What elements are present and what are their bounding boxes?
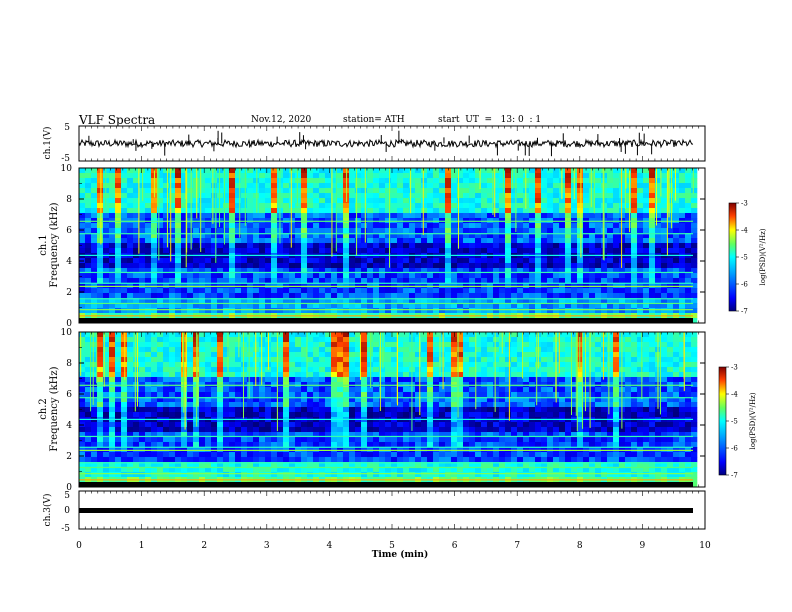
time-tick-label: 5	[389, 541, 395, 551]
colorbar-tick-label: -5	[731, 418, 738, 426]
ch1-ytick-5: 5	[64, 123, 70, 133]
ch1-spec-ylabel-line2: Frequency (kHz)	[49, 202, 60, 287]
ch1-colorbar-label: log(PSD)(V²/Hz)	[759, 228, 767, 285]
time-tick-label: 2	[201, 541, 207, 551]
spec-ytick-label: 4	[66, 421, 72, 431]
start-time-label: start UT = 13: 0 : 1	[438, 115, 542, 125]
ch3-ylabel: ch.3(V)	[42, 494, 53, 527]
ch3-ytick-0: 0	[64, 506, 70, 516]
time-tick-label: 6	[452, 541, 458, 551]
spec-ytick-label: 10	[61, 328, 73, 338]
time-tick-label: 3	[264, 541, 270, 551]
spec-ytick-label: 0	[66, 483, 72, 493]
spec-ytick-label: 2	[66, 452, 72, 462]
spec-ytick-label: 8	[66, 359, 72, 369]
time-tick-label: 1	[139, 541, 145, 551]
time-tick-label: 4	[327, 541, 333, 551]
ch1-ylabel: ch.1(V)	[42, 127, 53, 160]
station-label: station= ATH	[343, 115, 405, 125]
colorbar-tick-label: -4	[741, 227, 748, 235]
spec-ytick-label: 2	[66, 288, 72, 298]
ch1-yticks: 0 2 4 6 8 10	[61, 164, 705, 329]
time-tick-label: 9	[640, 541, 646, 551]
time-tick-label: 7	[514, 541, 520, 551]
colorbar-tick-label: -6	[731, 445, 738, 453]
ch2-yticks: 0 2 4 6 8 10	[61, 328, 705, 493]
ch1-ytick-neg5: -5	[61, 154, 70, 164]
time-axis-title: Time (min)	[372, 549, 429, 560]
ch3-ytick-5: 5	[64, 491, 70, 501]
time-axis-ticks	[78, 126, 706, 529]
ch2-colorbar-label: log(PSD)(V²/Hz)	[749, 392, 757, 449]
ch2-spectrogram-image	[79, 332, 705, 488]
ch1-colorbar-ticks: -3 -4 -5 -6 -7	[736, 200, 748, 316]
time-tick-label: 10	[699, 541, 711, 551]
colorbar-tick-label: -7	[731, 472, 738, 480]
ch1-spike-marks	[88, 130, 653, 157]
ch2-spec-ylabel-line2: Frequency (kHz)	[49, 366, 60, 451]
time-tick-label: 0	[76, 541, 82, 551]
colorbar-tick-label: -7	[741, 308, 748, 316]
ch1-spec-ylabel-line1: ch.1	[38, 234, 49, 256]
ch2-colorbar-ticks: -3 -4 -5 -6 -7	[726, 364, 738, 480]
spec-ytick-label: 6	[66, 390, 72, 400]
ch2-spec-ylabel-line1: ch.2	[38, 398, 49, 420]
date-label: Nov.12, 2020	[251, 115, 312, 125]
ch1-waveform-series	[78, 138, 694, 149]
colorbar-tick-label: -3	[731, 364, 738, 372]
spec-ytick-label: 10	[61, 164, 73, 174]
spec-ytick-label: 8	[66, 195, 72, 205]
ch1-spectrogram-image	[79, 168, 705, 324]
time-tick-label: 8	[577, 541, 583, 551]
ch3-ytick-neg5: -5	[61, 524, 70, 534]
ch1-colorbar	[728, 202, 737, 312]
spec-ytick-label: 4	[66, 257, 72, 267]
ch2-colorbar	[718, 366, 727, 476]
spec-ytick-label: 0	[66, 319, 72, 329]
spec-ytick-label: 6	[66, 226, 72, 236]
colorbar-tick-label: -4	[731, 391, 738, 399]
colorbar-tick-label: -5	[741, 254, 748, 262]
time-axis-labels: 0 1 2 3 4 5 6 7 8 9 10	[76, 541, 711, 551]
figure-title: VLF Spectra	[79, 113, 156, 127]
colorbar-tick-label: -3	[741, 200, 748, 208]
colorbar-tick-label: -6	[741, 281, 748, 289]
ch3-waveform-series	[79, 508, 693, 513]
